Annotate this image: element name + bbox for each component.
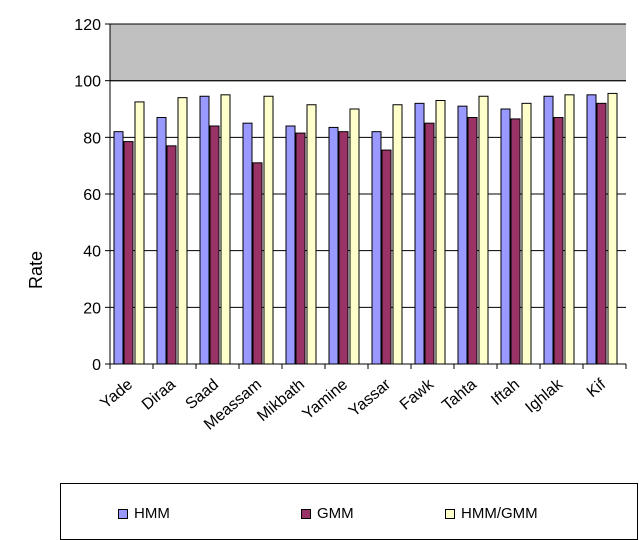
bar-hmm-gmm-yamine <box>349 108 360 365</box>
y-tick-label: 120 <box>74 17 101 34</box>
bar-hmm-gmm-mikbath <box>306 104 317 365</box>
bar-gmm-ighlak <box>553 117 564 365</box>
bar-gmm-tahta <box>467 117 478 365</box>
legend-swatch-hmm <box>118 508 128 519</box>
legend-label-hmm: HMM <box>134 505 170 522</box>
bar-hmm-gmm-diraa <box>177 97 188 365</box>
y-tick-label: 20 <box>83 300 101 317</box>
legend-label-hmm-gmm: HMM/GMM <box>461 505 538 522</box>
bar-hmm-fawk <box>414 102 425 365</box>
y-axis-ticks: 0 20 40 60 80 100 120 <box>74 17 110 374</box>
bar-hmm-tahta <box>457 105 468 365</box>
legend-swatch-gmm <box>301 508 311 519</box>
y-axis-label: Rate <box>26 251 46 289</box>
legend-swatch-hmm-gmm <box>445 508 455 519</box>
x-tick-label: Mikbath <box>254 376 308 425</box>
bars <box>113 92 618 365</box>
x-tick-label: Diraa <box>139 376 179 414</box>
bar-hmm-meassam <box>242 122 253 365</box>
bar-hmm-gmm-fawk <box>435 100 446 365</box>
bar-hmm-gmm-kif <box>607 92 618 365</box>
x-tick-label: Tahta <box>439 376 480 414</box>
bar-hmm-gmm-tahta <box>478 95 489 365</box>
bar-gmm-meassam <box>252 162 263 365</box>
bar-hmm-gmm-yassar <box>392 104 403 365</box>
bar-hmm-gmm-saad <box>220 94 231 365</box>
bar-gmm-yamine <box>338 131 349 365</box>
bar-chart: 0 20 40 60 80 100 120 Yade Diraa SaadMeassamMikb… <box>26 17 627 434</box>
bar-hmm-yade <box>113 131 124 365</box>
bar-hmm-mikbath <box>285 125 296 365</box>
legend-item-hmm: HMM <box>118 505 170 522</box>
legend-label-gmm: GMM <box>317 505 354 522</box>
bar-gmm-kif <box>596 102 607 365</box>
bar-hmm-yamine <box>328 126 339 365</box>
bar-hmm-gmm-yade <box>134 101 145 365</box>
bar-hmm-yassar <box>371 131 382 365</box>
y-tick-label: 100 <box>74 74 101 91</box>
bar-gmm-fawk <box>424 122 435 365</box>
y-tick-label: 60 <box>83 187 101 204</box>
bar-hmm-gmm-meassam <box>263 95 274 365</box>
x-tick-label: Kif <box>584 376 610 401</box>
legend: HMM GMM HMM/GMM <box>60 483 638 540</box>
bar-gmm-diraa <box>166 145 177 365</box>
bar-hmm-diraa <box>156 117 167 365</box>
bar-gmm-yade <box>123 141 134 365</box>
y-tick-label: 40 <box>83 244 101 261</box>
bar-hmm-gmm-iftah <box>521 102 532 365</box>
bar-gmm-iftah <box>510 118 521 365</box>
bar-gmm-yassar <box>381 149 392 365</box>
bar-hmm-kif <box>586 94 597 365</box>
legend-item-gmm: GMM <box>301 505 354 522</box>
x-tick-label: Ighlak <box>522 375 566 416</box>
gridlines <box>110 23 626 308</box>
bar-hmm-gmm-ighlak <box>564 94 575 365</box>
y-tick-label: 80 <box>83 130 101 147</box>
legend-item-hmm-gmm: HMM/GMM <box>445 505 538 522</box>
x-tick-label: Yassar <box>346 376 395 421</box>
bar-hmm-ighlak <box>543 95 554 365</box>
x-tick-label: Yamine <box>299 376 351 423</box>
bar-gmm-saad <box>209 125 220 365</box>
x-tick-label: Fawk <box>397 375 438 413</box>
x-tick-label: Yade <box>97 376 136 412</box>
x-tick-label: Iftah <box>488 376 523 409</box>
plot-area-bg <box>110 24 626 82</box>
bar-hmm-saad <box>199 95 210 365</box>
bar-hmm-iftah <box>500 108 511 365</box>
bar-gmm-mikbath <box>295 132 306 365</box>
y-tick-label: 0 <box>92 357 101 374</box>
